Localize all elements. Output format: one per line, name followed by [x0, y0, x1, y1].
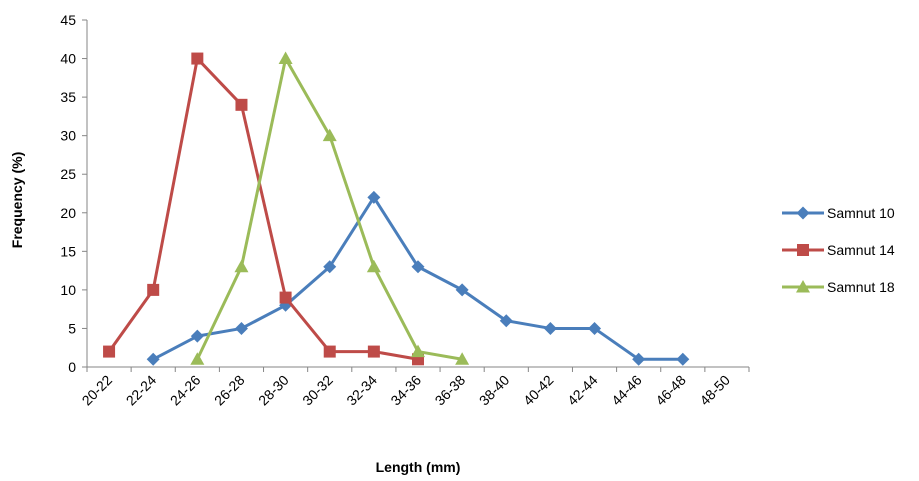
- legend-item: Samnut 10: [782, 205, 895, 221]
- data-point: [543, 321, 557, 335]
- legend-marker: [796, 206, 810, 220]
- y-axis-title: Frequency (%): [9, 152, 25, 248]
- y-tick-label: 0: [68, 359, 76, 375]
- series-samnut-18: [190, 51, 470, 365]
- data-point: [499, 314, 513, 328]
- data-point: [146, 352, 160, 366]
- data-point: [366, 259, 381, 273]
- data-point: [190, 329, 204, 343]
- x-tick-label: 28-30: [255, 372, 292, 409]
- series-samnut-14: [103, 52, 424, 366]
- series-line: [107, 57, 419, 361]
- legend: Samnut 10 Samnut 14 Samnut 18: [782, 205, 895, 295]
- data-point: [234, 259, 249, 273]
- y-axis-ticks: 0 5 10 15 20 25 30 35 40 45: [60, 12, 87, 375]
- x-tick-label: 22-24: [123, 372, 160, 409]
- data-point: [367, 345, 380, 358]
- x-tick-label: 44-46: [608, 372, 645, 409]
- y-tick-label: 30: [60, 128, 76, 144]
- y-tick-label: 5: [68, 320, 76, 336]
- x-axis-title: Length (mm): [376, 459, 461, 475]
- x-tick-label: 42-44: [564, 372, 601, 409]
- x-tick-label: 38-40: [476, 372, 513, 409]
- data-point: [632, 352, 646, 366]
- series-samnut-10: [146, 190, 690, 366]
- y-tick-label: 20: [60, 205, 76, 221]
- y-tick-label: 40: [60, 51, 76, 67]
- legend-item: Samnut 14: [782, 242, 895, 258]
- data-point: [411, 260, 425, 274]
- data-point: [367, 190, 381, 204]
- x-tick-label: 34-36: [387, 372, 424, 409]
- y-tick-label: 25: [60, 166, 76, 182]
- x-tick-label: 48-50: [696, 372, 733, 409]
- legend-label: Samnut 18: [827, 279, 895, 295]
- y-tick-label: 35: [60, 89, 76, 105]
- data-point: [676, 352, 690, 366]
- x-tick-label: 32-34: [343, 372, 380, 409]
- data-point: [103, 345, 116, 358]
- y-tick-label: 10: [60, 282, 76, 298]
- x-tick-label: 20-22: [79, 372, 116, 409]
- data-point: [279, 291, 292, 304]
- y-tick-label: 45: [60, 12, 76, 28]
- data-point: [322, 128, 337, 142]
- x-tick-label: 46-48: [652, 372, 689, 409]
- data-point: [455, 283, 469, 297]
- series-line: [152, 195, 683, 361]
- legend-label: Samnut 10: [827, 205, 895, 221]
- data-point: [323, 260, 337, 274]
- data-point: [323, 345, 336, 358]
- y-tick-label: 15: [60, 243, 76, 259]
- legend-marker: [796, 280, 810, 293]
- x-tick-label: 26-28: [211, 372, 248, 409]
- x-tick-label: 36-38: [432, 372, 469, 409]
- data-point: [455, 352, 470, 365]
- x-tick-label: 24-26: [167, 372, 204, 409]
- data-point: [411, 344, 425, 358]
- series-layer: [103, 51, 690, 366]
- data-point: [190, 352, 205, 365]
- x-tick-label: 30-32: [299, 372, 336, 409]
- data-point: [588, 321, 602, 335]
- data-point: [191, 52, 204, 65]
- data-point: [278, 51, 293, 65]
- legend-marker: [797, 244, 809, 256]
- data-point: [234, 321, 248, 335]
- data-point: [235, 98, 248, 111]
- x-axis-ticks: 20-22 22-24 24-26 26-28 28-30 30-32 32-34 34-36…: [79, 367, 750, 409]
- x-tick-label: 40-42: [520, 372, 557, 409]
- data-point: [147, 283, 160, 296]
- legend-item: Samnut 18: [782, 279, 895, 295]
- legend-label: Samnut 14: [827, 242, 895, 258]
